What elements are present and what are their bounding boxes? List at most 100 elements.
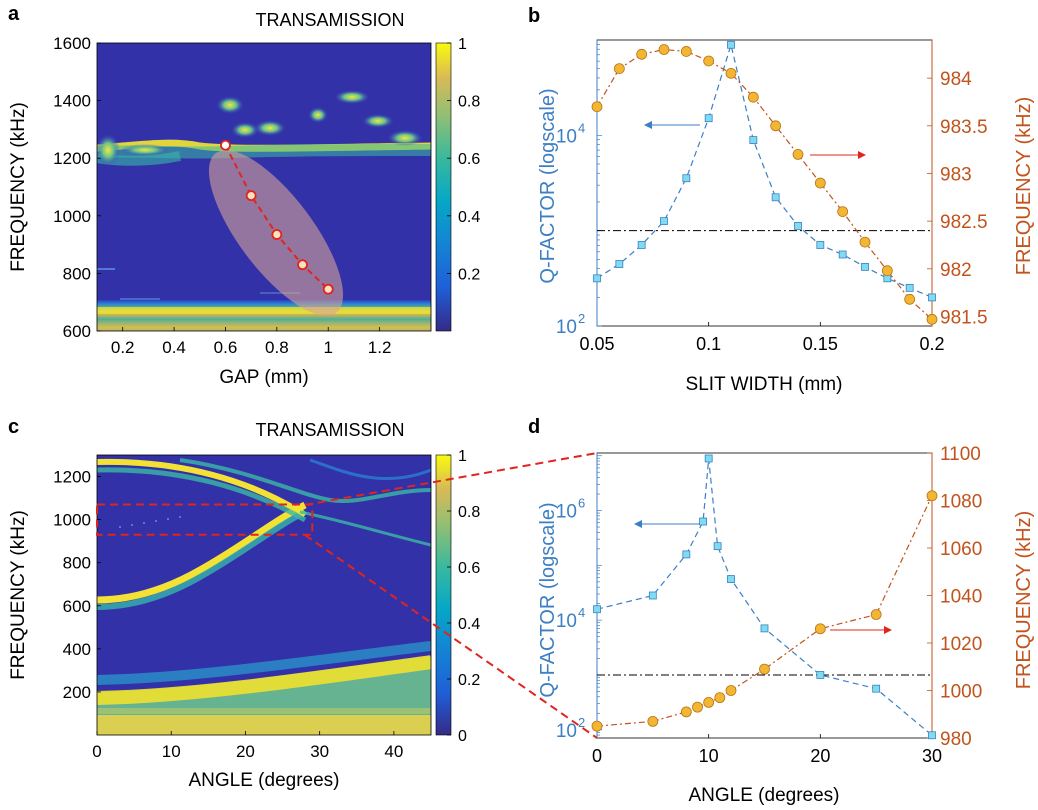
q-factor-point	[905, 283, 914, 292]
panel-a-title: TRANSAMISSION	[255, 10, 404, 30]
q-factor-point	[928, 731, 936, 740]
q-factor-point	[760, 624, 769, 633]
x-tick-label: 0	[592, 746, 602, 766]
panel-d-ylabel-left: Q-FACTOR (logscale)	[537, 502, 559, 697]
y-left-tick-label: 10	[556, 317, 577, 338]
q-factor-point	[749, 136, 758, 145]
y-left-tick-exponent: 2	[578, 311, 585, 326]
panel-c-colorbar	[435, 454, 452, 736]
q-factor-point	[838, 250, 847, 259]
frequency-point	[792, 148, 804, 160]
colorbar-tick-label: 0	[458, 728, 467, 745]
frequency-point	[725, 67, 737, 79]
y-left-tick-exponent: 4	[578, 605, 585, 620]
q-factor-point	[771, 193, 780, 202]
x-tick-label: 10	[162, 742, 181, 761]
colorbar-tick-label: 0.4	[458, 209, 480, 226]
x-tick-label: 30	[922, 746, 942, 766]
x-tick-label: 20	[236, 742, 255, 761]
x-tick-label: 30	[310, 742, 329, 761]
colorbar-tick-label: 0.6	[458, 560, 480, 577]
y-left-tick-exponent: 2	[578, 715, 585, 730]
x-tick-label: 0	[92, 742, 101, 761]
frequency-point	[770, 120, 782, 132]
y-tick-label: 1200	[53, 149, 91, 168]
y-right-tick-label: 983.5	[940, 117, 988, 138]
panel-b: b 0.05 0.1 0.15 0.210 210 4981.5982982.598398…	[528, 5, 1035, 395]
y-tick-label: 200	[63, 683, 91, 702]
frequency-point	[881, 265, 893, 277]
panel-b-q-factor-line	[596, 42, 933, 298]
x-tick-label: 0.1	[696, 334, 721, 354]
frequency-point	[814, 177, 826, 189]
y-tick-label: 1200	[53, 468, 91, 487]
panel-c: c TRANSAMISSION 0 10 20	[8, 416, 480, 791]
panel-label-c: c	[8, 416, 19, 438]
frequency-point	[647, 715, 659, 727]
frequency-point	[591, 101, 603, 113]
colorbar-tick-label: 0.4	[458, 616, 480, 633]
q-factor-point	[704, 114, 713, 123]
frequency-point	[680, 46, 692, 57]
frequency-point	[926, 490, 938, 502]
y-right-tick-label: 1020	[940, 634, 982, 655]
panel-b-ylabel-left: Q-FACTOR (logscale)	[537, 88, 559, 283]
y-tick-label: 800	[63, 554, 91, 573]
colorbar-tick-label: 0.6	[458, 151, 480, 168]
x-tick-label: 0.2	[111, 338, 135, 357]
overlay-point	[322, 283, 334, 295]
panel-c-ylabel: FREQUENCY (kHz)	[8, 510, 29, 680]
x-tick-label: 1	[323, 338, 332, 357]
y-right-tick-label: 983	[940, 164, 972, 185]
y-right-tick-label: 1080	[940, 492, 982, 513]
panel-c-xlabel: ANGLE (degrees)	[188, 770, 339, 791]
y-tick-label: 1000	[53, 511, 91, 530]
frequency-point	[759, 663, 770, 675]
q-factor-point	[593, 605, 601, 614]
frequency-point	[747, 91, 759, 103]
y-tick-label: 400	[63, 640, 91, 659]
q-factor-point	[816, 241, 825, 249]
x-tick-label: 20	[810, 746, 830, 766]
q-factor-point	[682, 174, 691, 183]
y-tick-label: 600	[63, 597, 91, 616]
frequency-point	[714, 692, 726, 704]
y-right-tick-label: 1100	[940, 444, 981, 465]
colorbar-tick-label: 1	[458, 448, 467, 465]
panel-a: a TRANSAMISSION	[8, 3, 480, 388]
y-left-tick-exponent: 6	[578, 496, 585, 511]
q-factor-point	[699, 517, 707, 526]
overlay-point	[245, 190, 257, 202]
y-right-tick-label: 984	[940, 69, 972, 90]
frequency-point	[870, 609, 882, 620]
y-left-tick-label: 10	[556, 611, 577, 632]
panel-b-ylabel-right: FREQUENCY (kHz)	[1013, 97, 1035, 276]
panel-a-xlabel: GAP (mm)	[219, 367, 308, 388]
q-factor-point	[928, 293, 936, 302]
q-factor-point	[615, 260, 624, 268]
colorbar-tick-label: 0.2	[458, 266, 480, 283]
colorbar-tick-label: 1	[458, 36, 467, 53]
frequency-point	[680, 706, 692, 718]
y-right-tick-label: 982.5	[940, 212, 988, 233]
frequency-point	[692, 701, 703, 713]
y-right-tick-label: 1000	[940, 682, 982, 703]
y-left-tick-label: 10	[556, 126, 577, 147]
y-tick-label: 1600	[53, 34, 91, 53]
panel-d-xlabel: ANGLE (degrees)	[688, 785, 839, 806]
zoom-connector-top	[304, 452, 598, 506]
panel-a-ylabel: FREQUENCY (kHz)	[8, 102, 29, 272]
y-tick-label: 800	[63, 264, 91, 283]
y-left-tick-label: 10	[556, 721, 577, 742]
q-factor-point	[816, 671, 825, 679]
panel-d-right-arrow	[830, 626, 892, 634]
panel-b-xlabel: SLIT WIDTH (mm)	[686, 374, 843, 395]
q-factor-point	[682, 550, 691, 559]
colorbar-tick-label: 0.8	[458, 504, 480, 521]
overlay-point	[297, 259, 308, 271]
frequency-point	[613, 63, 625, 74]
frequency-point	[703, 55, 715, 67]
q-factor-point	[727, 575, 735, 583]
